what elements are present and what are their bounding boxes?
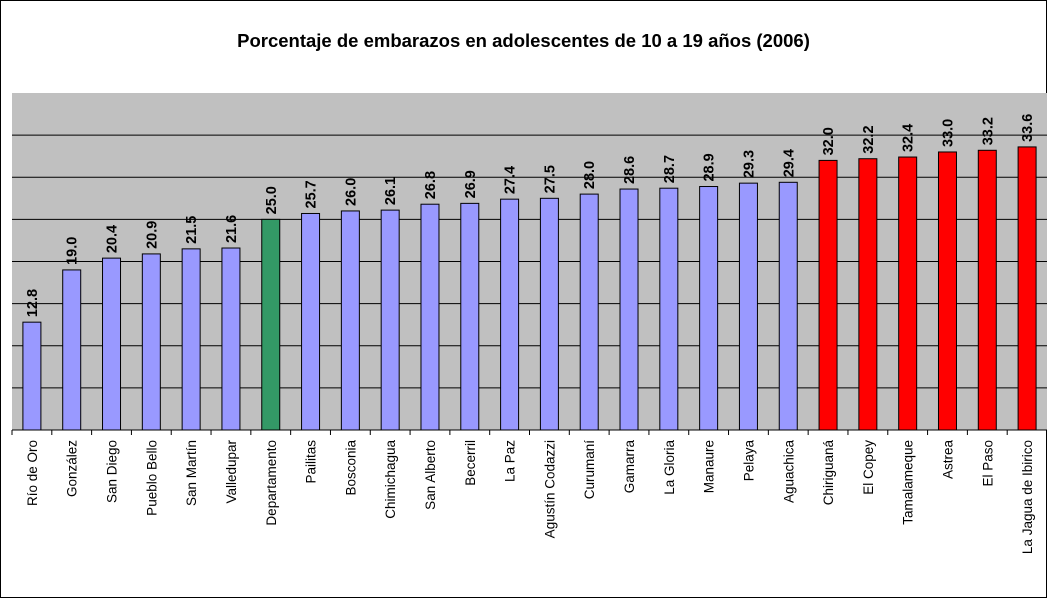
category-label: San Martín xyxy=(184,440,199,506)
bar xyxy=(380,209,400,431)
value-label: 12.8 xyxy=(25,289,41,317)
bar xyxy=(977,149,997,431)
category-label: Gamarra xyxy=(622,440,637,494)
category-label: El Paso xyxy=(980,440,995,487)
category-label: Pailitas xyxy=(304,440,319,484)
bar xyxy=(659,187,679,431)
bar xyxy=(261,218,281,431)
bar xyxy=(579,193,599,431)
category-label: El Copey xyxy=(861,440,876,495)
value-label: 33.0 xyxy=(940,119,956,147)
bar xyxy=(818,159,838,431)
value-label: 32.2 xyxy=(861,125,877,153)
category-labels: Río de Oro González San Diego Pueblo Bello S… xyxy=(25,439,1035,554)
category-label: Becerril xyxy=(463,440,478,486)
category-label: Pelaya xyxy=(741,440,756,482)
value-label: 20.9 xyxy=(144,221,160,249)
category-label: La Paz xyxy=(503,440,518,482)
value-label: 28.7 xyxy=(662,155,678,183)
value-label: 29.4 xyxy=(781,149,797,177)
category-label: González xyxy=(65,440,80,497)
bar xyxy=(1017,146,1037,431)
bar xyxy=(699,186,719,431)
value-label: 26.8 xyxy=(423,171,439,199)
value-label: 21.6 xyxy=(224,215,240,243)
category-label: Bosconia xyxy=(343,440,358,496)
category-label: Astrea xyxy=(940,440,955,480)
value-label: 29.3 xyxy=(741,150,757,178)
category-label: Pueblo Bello xyxy=(144,440,159,516)
bar xyxy=(858,158,878,431)
bar xyxy=(898,156,918,431)
bar xyxy=(141,253,161,431)
value-label: 28.6 xyxy=(622,156,638,184)
value-label: 25.0 xyxy=(264,186,280,214)
value-label: 25.7 xyxy=(304,180,320,208)
category-label: La Jagua de Ibirico xyxy=(1020,440,1035,554)
bar xyxy=(738,182,758,431)
value-label: 28.0 xyxy=(582,161,598,189)
value-label: 33.2 xyxy=(980,117,996,145)
category-label: Manaure xyxy=(702,440,717,493)
bar xyxy=(102,257,122,431)
value-label: 33.6 xyxy=(1020,114,1036,142)
category-label: Río de Oro xyxy=(25,440,40,506)
bar xyxy=(340,210,360,431)
value-label: 27.4 xyxy=(503,166,519,194)
bar xyxy=(420,203,440,431)
category-label: Tamalameque xyxy=(901,440,916,525)
value-label: 26.1 xyxy=(383,177,399,205)
value-label: 26.0 xyxy=(343,178,359,206)
category-label: Aguachica xyxy=(781,440,796,504)
value-label: 26.9 xyxy=(463,170,479,198)
value-label: 28.9 xyxy=(702,153,718,181)
value-label: 21.5 xyxy=(184,216,200,244)
category-label: Departamento xyxy=(264,440,279,526)
category-label: Curumaní xyxy=(582,440,597,500)
bar xyxy=(937,151,957,431)
value-labels: 12.8 19.0 20.4 20.9 21.5 21.6 25.0 25.7 26.0 26.1… xyxy=(25,114,1036,317)
bar xyxy=(460,202,480,431)
bar xyxy=(500,198,520,431)
bar xyxy=(181,248,201,431)
value-label: 32.4 xyxy=(901,124,917,152)
bar xyxy=(619,188,639,431)
bar xyxy=(221,247,241,431)
chart-title: Porcentaje de embarazos en adolescentes … xyxy=(237,30,810,51)
category-label: Chimichagua xyxy=(383,440,398,519)
bar xyxy=(539,197,559,431)
category-label: San Diego xyxy=(105,440,120,503)
bar xyxy=(62,269,82,431)
value-label: 19.0 xyxy=(65,237,81,265)
category-label: Agustín Codazzi xyxy=(542,440,557,538)
bar xyxy=(301,212,321,431)
bars xyxy=(22,146,1037,431)
value-label: 20.4 xyxy=(105,225,121,253)
value-label: 32.0 xyxy=(821,127,837,155)
category-label: Chiriguaná xyxy=(821,440,836,506)
x-ticks xyxy=(11,430,1047,435)
bar xyxy=(22,321,42,431)
category-label: Valledupar xyxy=(224,439,239,503)
value-label: 27.5 xyxy=(542,165,558,193)
category-label: La Gloria xyxy=(662,440,677,495)
category-label: San Alberto xyxy=(423,440,438,510)
bar xyxy=(778,181,798,431)
